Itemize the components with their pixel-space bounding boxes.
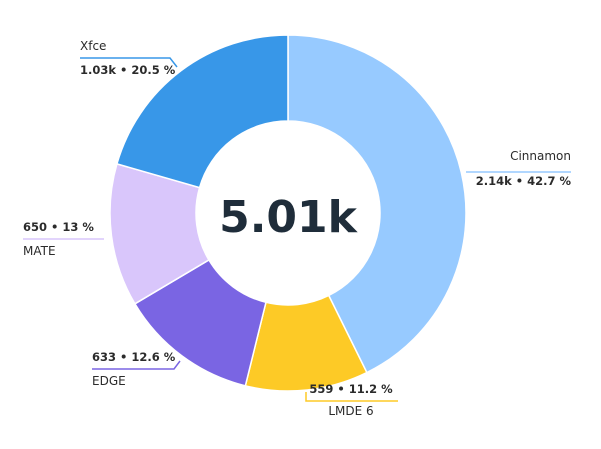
slice-name-label: EDGE bbox=[92, 374, 126, 388]
slice-xfce[interactable] bbox=[115, 34, 289, 189]
slice-value-label: 633 • 12.6 % bbox=[92, 350, 176, 364]
slice-labels: Cinnamon 2.14k • 42.7 % LMDE 6 559 • 11.2 %… bbox=[23, 39, 571, 418]
slice-name-label: LMDE 6 bbox=[328, 404, 373, 418]
leader-line-xfce bbox=[80, 57, 178, 68]
donut-slices bbox=[109, 34, 467, 392]
center-total-label: 5.01k bbox=[219, 192, 359, 243]
slice-value-label: 1.03k • 20.5 % bbox=[80, 63, 176, 77]
slice-value-label: 2.14k • 42.7 % bbox=[476, 174, 572, 188]
leader-line-edge bbox=[92, 360, 181, 370]
slice-value-label: 650 • 13 % bbox=[23, 220, 94, 234]
slice-name-label: MATE bbox=[23, 244, 56, 258]
slice-name-label: Xfce bbox=[80, 39, 106, 53]
slice-value-label: 559 • 11.2 % bbox=[309, 382, 393, 396]
slice-name-label: Cinnamon bbox=[510, 149, 571, 163]
label-leader-lines bbox=[23, 57, 571, 402]
slice-cinnamon[interactable] bbox=[287, 34, 467, 374]
leader-line-lmde-6 bbox=[305, 392, 398, 402]
